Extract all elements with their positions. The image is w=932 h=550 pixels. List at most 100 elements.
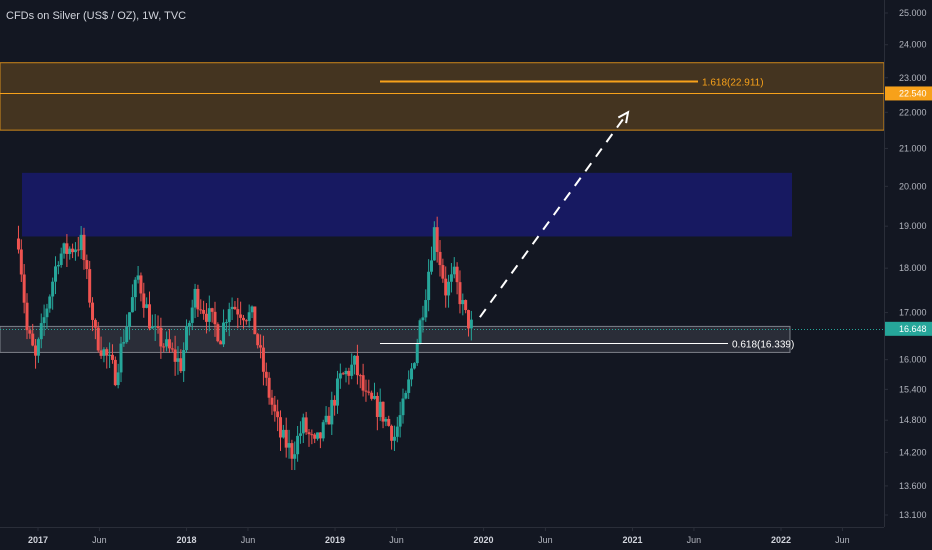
candle (96, 321, 100, 353)
candle (199, 299, 203, 315)
candle (16, 225, 20, 254)
candle-body (173, 349, 177, 362)
candle-body (185, 326, 189, 351)
candle (136, 265, 140, 284)
candle (421, 305, 425, 333)
candle (412, 362, 416, 370)
candle-body (429, 260, 433, 272)
candle (53, 256, 57, 295)
candle-body (281, 429, 285, 438)
candle-body (159, 327, 163, 347)
candle (190, 299, 194, 331)
candle (39, 313, 43, 349)
candle (165, 331, 169, 352)
candle-body (287, 443, 291, 448)
candle-body (301, 417, 305, 434)
candle-body (318, 432, 322, 439)
time-tick-label: Jun (538, 535, 553, 545)
candle-body (404, 392, 408, 399)
candle-body (392, 436, 396, 441)
candle (34, 338, 38, 369)
candle (427, 259, 431, 312)
candle (85, 254, 89, 280)
price-tick-label: 21.000 (899, 143, 927, 153)
price-tick-label: 13.600 (899, 481, 927, 491)
time-tick-label: 2022 (771, 535, 791, 545)
candle-body (34, 345, 38, 356)
candle (71, 243, 75, 259)
candle (378, 388, 382, 421)
candle-body (279, 417, 283, 438)
candle (432, 221, 436, 261)
candle (259, 334, 263, 359)
price-badge-label: 16.648 (899, 324, 927, 334)
candle-body (464, 300, 468, 311)
candle (196, 284, 200, 317)
candle (102, 347, 106, 363)
candle (193, 283, 197, 319)
fib-label-0: 1.618(22.911) (702, 78, 764, 89)
price-axis[interactable]: 25.000 24.000 23.000 22.000 21.000 20.000 19.0… (884, 8, 927, 520)
candle-body (415, 343, 419, 364)
candle (133, 277, 137, 311)
candle (76, 236, 80, 257)
candle-body (31, 333, 35, 346)
candle (298, 421, 302, 444)
candle-body (313, 434, 317, 439)
candle-body (176, 358, 180, 362)
candle (116, 363, 120, 389)
candle-body (398, 415, 402, 427)
candle-body (347, 370, 351, 376)
price-tick-label: 18.000 (899, 263, 927, 273)
candle-body (367, 391, 371, 393)
candle (304, 411, 308, 435)
candle (358, 373, 362, 389)
projection-arrowhead (617, 110, 630, 124)
candle-body (162, 346, 166, 348)
candle-body (412, 363, 416, 369)
candle-body (298, 433, 302, 436)
candle (185, 319, 189, 353)
candle (207, 295, 211, 332)
candle-body (199, 309, 203, 311)
candle-body (387, 418, 391, 426)
candle-body (293, 454, 297, 459)
candle (156, 315, 160, 334)
candle (150, 314, 154, 329)
candle (204, 303, 208, 334)
candle (392, 425, 396, 452)
candle-body (467, 310, 471, 329)
time-axis[interactable]: 2017 Jun 2018 Jun 2019 Jun 2020 Jun 2021 Jun 2022 J… (28, 527, 850, 545)
candle-body (190, 307, 194, 323)
candle (401, 388, 405, 424)
candle-body (333, 399, 337, 406)
candle-body (19, 249, 23, 275)
candle-body (375, 395, 379, 417)
candle-body (441, 265, 445, 279)
candle (344, 367, 348, 383)
candle-body (142, 293, 146, 308)
fibonacci-levels: 1.618(22.911) 0.618(16.339) (380, 78, 794, 351)
candle-body (113, 359, 117, 386)
candle (353, 355, 357, 375)
candle (424, 289, 428, 322)
candle (429, 246, 433, 275)
time-tick-label: 2019 (325, 535, 345, 545)
candle-body (230, 306, 234, 310)
candle-body (16, 238, 20, 250)
candle-body (361, 375, 365, 391)
candle-body (256, 334, 260, 346)
candle-body (424, 300, 428, 318)
candle-body (170, 348, 174, 350)
candle (105, 347, 109, 369)
candle-body (381, 401, 385, 422)
candle-body (432, 227, 436, 261)
candle (210, 307, 214, 323)
price-badge-label: 22.540 (899, 88, 927, 98)
time-tick-label: 2017 (28, 535, 48, 545)
candle-body (91, 302, 95, 320)
candle (398, 401, 402, 438)
candle-body (153, 326, 157, 328)
projection-line (479, 111, 629, 318)
